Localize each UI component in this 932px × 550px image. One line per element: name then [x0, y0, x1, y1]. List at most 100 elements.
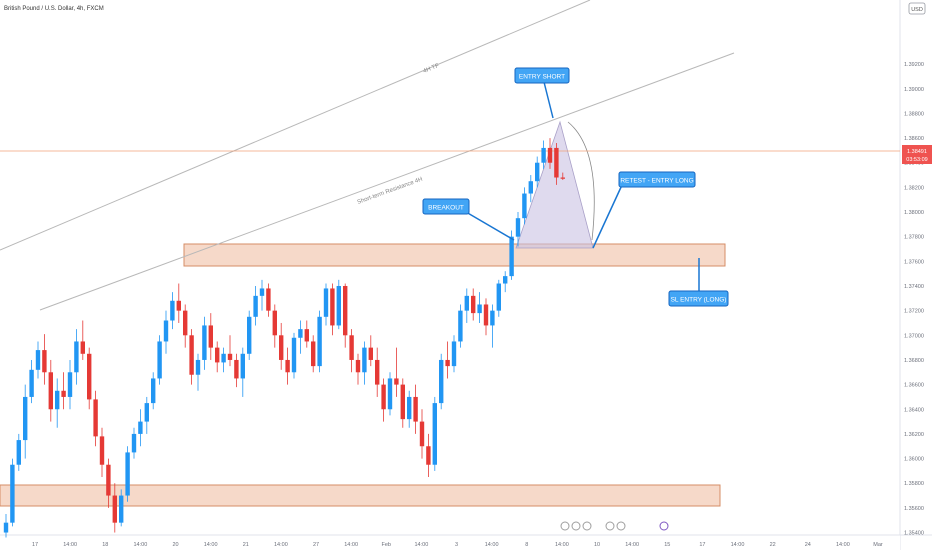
candle[interactable]	[528, 175, 533, 203]
candle[interactable]	[291, 332, 297, 379]
candle[interactable]	[138, 409, 143, 447]
candle[interactable]	[439, 353, 444, 410]
symbol-title[interactable]: British Pound / U.S. Dollar, 4h, FXCM	[4, 6, 104, 12]
callout-retest-entry-long[interactable]: RETEST - ENTRY LONG	[618, 171, 696, 188]
callout-sl-entry-long[interactable]: SL ENTRY (LONG)	[668, 290, 729, 307]
candle[interactable]	[176, 283, 181, 323]
candle[interactable]	[106, 458, 111, 508]
candle[interactable]	[227, 335, 233, 367]
trend-line-short-term-resistance[interactable]	[39, 52, 735, 311]
candle[interactable]	[144, 396, 149, 434]
candle[interactable]	[387, 372, 393, 416]
candle[interactable]	[311, 335, 316, 373]
candle[interactable]	[413, 384, 418, 434]
candle[interactable]	[522, 187, 527, 225]
candle[interactable]	[221, 347, 226, 373]
candle[interactable]	[234, 353, 239, 388]
candle[interactable]	[471, 288, 476, 321]
candle[interactable]	[343, 283, 348, 348]
flag-badge-icon[interactable]	[571, 521, 581, 531]
candle[interactable]	[55, 378, 60, 428]
candle[interactable]	[253, 285, 258, 326]
candle[interactable]	[163, 310, 169, 354]
candle[interactable]	[298, 320, 303, 354]
projection-arc[interactable]	[567, 121, 595, 241]
candle[interactable]	[400, 378, 405, 428]
candle[interactable]	[330, 283, 335, 336]
candle[interactable]	[464, 288, 469, 323]
candle[interactable]	[362, 341, 367, 385]
candle[interactable]	[279, 322, 284, 370]
candle[interactable]	[445, 341, 450, 379]
candle[interactable]	[266, 283, 271, 317]
candle[interactable]	[35, 341, 41, 379]
projection-fan[interactable]	[515, 120, 594, 249]
candle[interactable]	[323, 283, 329, 326]
candle[interactable]	[42, 334, 47, 385]
candle[interactable]	[93, 390, 98, 447]
candle[interactable]	[99, 427, 105, 478]
candle[interactable]	[183, 304, 188, 348]
price-axis-pane[interactable]	[900, 0, 932, 535]
candle[interactable]	[394, 347, 399, 397]
candle[interactable]	[202, 316, 207, 370]
callout-entry-short[interactable]: ENTRY SHORT	[514, 67, 570, 84]
candle[interactable]	[112, 483, 117, 533]
candle[interactable]	[304, 320, 309, 348]
candle[interactable]	[458, 304, 463, 348]
flag-badge-icon[interactable]	[582, 521, 592, 531]
candle[interactable]	[496, 279, 501, 317]
candle[interactable]	[547, 138, 553, 169]
candle[interactable]	[240, 347, 245, 397]
candle[interactable]	[355, 353, 361, 385]
candle[interactable]	[29, 359, 34, 404]
flag-badge-icon[interactable]	[560, 521, 570, 531]
candle[interactable]	[215, 341, 220, 373]
callout-breakout[interactable]: BREAKOUT	[422, 198, 470, 215]
candle[interactable]	[407, 390, 412, 428]
candle[interactable]	[125, 446, 130, 502]
candle[interactable]	[432, 396, 437, 471]
candle[interactable]	[503, 271, 508, 293]
candle[interactable]	[541, 140, 546, 169]
earnings-badge-icon[interactable]	[659, 521, 669, 531]
trend-line-4h-tf[interactable]	[0, 0, 591, 251]
candle[interactable]	[74, 329, 79, 385]
support-zone-upper[interactable]	[183, 243, 726, 267]
candle[interactable]	[285, 347, 290, 385]
support-zone-lower[interactable]	[0, 484, 721, 507]
candle[interactable]	[10, 458, 15, 527]
candle[interactable]	[151, 372, 156, 410]
candle[interactable]	[490, 304, 495, 348]
candle[interactable]	[336, 279, 341, 330]
candle[interactable]	[554, 142, 559, 185]
candle[interactable]	[349, 329, 354, 373]
candle[interactable]	[426, 433, 431, 478]
candle[interactable]	[483, 298, 489, 336]
currency-badge[interactable]: USD	[908, 2, 926, 15]
candle[interactable]	[3, 514, 9, 538]
candle[interactable]	[317, 310, 322, 373]
candle[interactable]	[477, 292, 482, 323]
candle[interactable]	[515, 212, 521, 247]
candle[interactable]	[157, 335, 162, 385]
candle[interactable]	[87, 347, 92, 410]
candle[interactable]	[535, 156, 540, 188]
candle[interactable]	[195, 353, 201, 391]
candle[interactable]	[381, 378, 386, 422]
candle[interactable]	[48, 359, 53, 422]
candle[interactable]	[419, 409, 425, 459]
candle[interactable]	[23, 384, 28, 459]
candle[interactable]	[560, 172, 565, 180]
candle[interactable]	[451, 335, 457, 373]
candle[interactable]	[208, 313, 213, 360]
candle[interactable]	[61, 372, 66, 410]
candle[interactable]	[67, 359, 73, 410]
candle[interactable]	[368, 335, 373, 367]
candle[interactable]	[170, 292, 175, 330]
candle[interactable]	[119, 489, 124, 527]
flag-badge-icon[interactable]	[616, 521, 626, 531]
candle[interactable]	[131, 427, 137, 459]
